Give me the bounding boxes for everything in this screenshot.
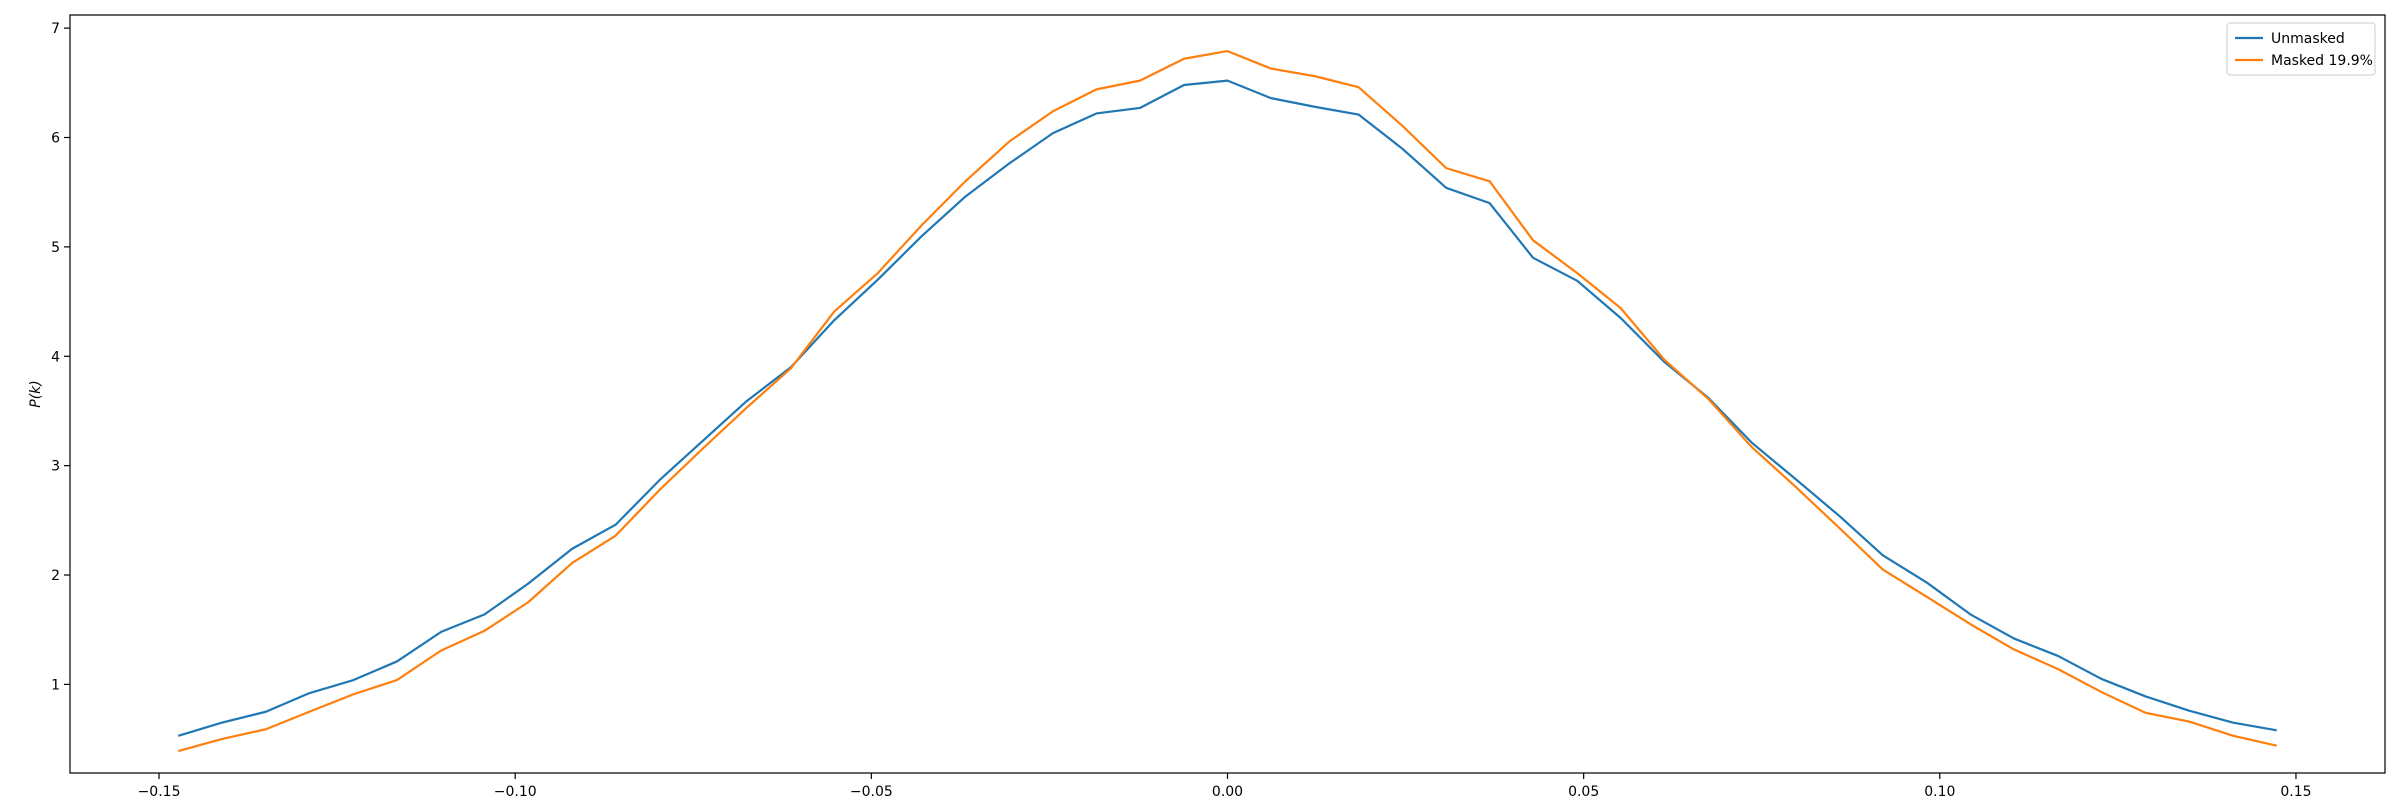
x-tick-label: −0.05 [850, 784, 893, 800]
y-tick-label: 3 [51, 459, 60, 475]
x-tick-label: 0.05 [1568, 784, 1599, 800]
y-tick-label: 1 [51, 677, 60, 693]
series-line-unmasked [177, 79, 2277, 737]
legend-box [2226, 22, 2376, 76]
y-tick-label: 4 [51, 349, 60, 365]
x-tick-label: −0.15 [138, 784, 181, 800]
legend-label: Unmasked [2271, 31, 2345, 47]
y-tick-label: 7 [51, 21, 60, 37]
x-tick-label: 0.10 [1924, 784, 1955, 800]
series-line-masked [177, 49, 2277, 753]
y-axis: 1 2 3 4 5 6 7 [51, 21, 70, 693]
x-tick-label: 0.00 [1212, 784, 1243, 800]
legend: Unmasked Masked 19.9% [2226, 22, 2376, 76]
x-tick-label: −0.10 [494, 784, 537, 800]
x-axis: −0.15 −0.10 −0.05 0.00 0.05 0.10 0.15 [138, 773, 2312, 800]
y-axis-label: P(k) [28, 380, 44, 407]
x-tick-label: 0.15 [2280, 784, 2311, 800]
plot-series [177, 49, 2277, 753]
y-tick-label: 2 [51, 568, 60, 584]
legend-label: Masked 19.9% [2271, 53, 2373, 69]
y-tick-label: 6 [51, 131, 60, 147]
y-tick-label: 5 [51, 240, 60, 256]
